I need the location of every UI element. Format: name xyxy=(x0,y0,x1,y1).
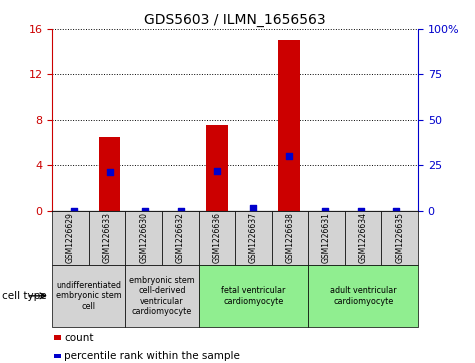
Point xyxy=(357,208,364,213)
Text: GSM1226633: GSM1226633 xyxy=(103,212,112,263)
Point xyxy=(285,153,293,159)
Point xyxy=(393,208,400,213)
Bar xyxy=(207,126,228,211)
Title: GDS5603 / ILMN_1656563: GDS5603 / ILMN_1656563 xyxy=(144,13,326,26)
Text: percentile rank within the sample: percentile rank within the sample xyxy=(64,351,240,361)
Bar xyxy=(99,137,120,211)
Point xyxy=(142,208,149,213)
Text: fetal ventricular
cardiomyocyte: fetal ventricular cardiomyocyte xyxy=(221,286,285,306)
Text: GSM1226630: GSM1226630 xyxy=(139,212,148,263)
Text: GSM1226631: GSM1226631 xyxy=(322,212,331,263)
Point xyxy=(106,170,114,175)
Text: adult ventricular
cardiomyocyte: adult ventricular cardiomyocyte xyxy=(330,286,397,306)
Text: embryonic stem
cell-derived
ventricular
cardiomyocyte: embryonic stem cell-derived ventricular … xyxy=(129,276,195,316)
Text: GSM1226634: GSM1226634 xyxy=(359,212,368,263)
Point xyxy=(213,168,221,174)
Point xyxy=(321,208,329,213)
Text: GSM1226636: GSM1226636 xyxy=(212,212,221,263)
Text: count: count xyxy=(64,333,94,343)
Text: cell type: cell type xyxy=(2,291,47,301)
Bar xyxy=(278,40,300,211)
Text: GSM1226635: GSM1226635 xyxy=(395,212,404,263)
Text: GSM1226632: GSM1226632 xyxy=(176,212,185,263)
Text: GSM1226629: GSM1226629 xyxy=(66,212,75,263)
Point xyxy=(178,208,185,213)
Text: GSM1226638: GSM1226638 xyxy=(285,212,294,263)
Point xyxy=(249,205,257,211)
Text: undifferentiated
embryonic stem
cell: undifferentiated embryonic stem cell xyxy=(56,281,122,311)
Point xyxy=(70,208,77,213)
Text: GSM1226637: GSM1226637 xyxy=(249,212,258,263)
